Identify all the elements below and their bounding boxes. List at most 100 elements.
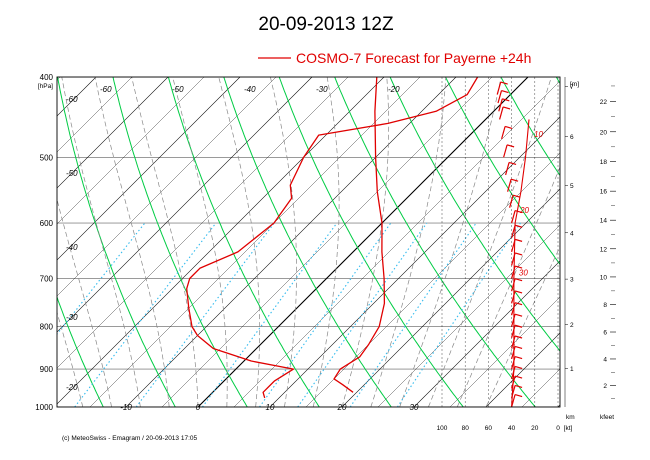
- dewpoint-line: [186, 77, 479, 399]
- wind-barb: [511, 366, 516, 380]
- x-tick-label: -10: [120, 403, 132, 412]
- isotherm: [57, 77, 97, 117]
- isotherm: [57, 77, 349, 369]
- wind-barb-flag: [514, 393, 523, 398]
- isotherm: [161, 77, 493, 407]
- moist-adiabat: [270, 77, 297, 407]
- wind-barb: [511, 313, 516, 327]
- y-tick-label: 800: [40, 323, 54, 332]
- mixing-ratio-line: [297, 222, 428, 407]
- y-tick-label: 700: [40, 275, 54, 284]
- temperature-line: [333, 77, 386, 393]
- wind-barb-flag: [512, 194, 521, 198]
- isotherm: [485, 332, 560, 407]
- height-km-label: 5: [570, 183, 574, 190]
- moist-adiabat: [399, 77, 502, 407]
- wind-barb: [511, 356, 516, 370]
- x-tick-label: 0: [196, 403, 201, 412]
- inner-isotherm-label: -40: [66, 243, 78, 252]
- dry-adiabat: [57, 77, 176, 407]
- wind-barb-flag: [514, 278, 523, 282]
- plot-frame: [56, 76, 561, 408]
- height-km-label: 6: [570, 134, 574, 141]
- isotherm-label: -40: [244, 85, 256, 94]
- wind-barb-flag: [514, 302, 523, 306]
- height-km-label: 1: [570, 366, 574, 373]
- wind-barb: [498, 98, 503, 112]
- wind-barb: [511, 394, 516, 408]
- wind-speed-label: 20: [519, 206, 529, 215]
- mixing-ratio-line: [74, 222, 217, 407]
- mixing-ratio-line: [201, 222, 338, 407]
- wind-barb-flag: [514, 224, 523, 228]
- x-tick-label: 10: [266, 403, 275, 412]
- dry-adiabat: [223, 77, 392, 407]
- wind-barb: [509, 195, 514, 208]
- height-kfeet-label: 4: [603, 356, 607, 363]
- wind-barb-flag: [510, 178, 519, 182]
- wind-speed-label: 30: [519, 268, 528, 277]
- height-km-label: 4: [570, 230, 574, 237]
- isotherm-label: -30: [316, 85, 328, 94]
- wind-barb-flag: [514, 384, 523, 388]
- height-km-unit: km: [566, 414, 575, 421]
- wind-barb-flag: [514, 356, 523, 360]
- moist-adiabat: [57, 311, 84, 407]
- x-tick-label: 30: [410, 403, 419, 412]
- isotherm: [305, 152, 560, 407]
- wind-barb: [507, 179, 512, 192]
- wind-barb: [503, 144, 508, 158]
- wind-barb-flag: [514, 313, 523, 317]
- isotherm-label: -20: [388, 85, 400, 94]
- wind-barb-flag: [514, 290, 523, 294]
- moist-adiabat: [456, 166, 560, 407]
- height-km-label: 7: [570, 84, 574, 91]
- wind-barb-flag: [506, 144, 515, 148]
- height-kfeet-label: 10: [600, 274, 608, 281]
- y-axis-unit: [hPa]: [38, 83, 53, 90]
- wind-speed-tick-label: 40: [508, 425, 516, 432]
- moist-adiabat: [131, 77, 199, 407]
- height-km-label: 2: [570, 322, 574, 329]
- isotherm: [57, 77, 169, 189]
- wind-barb: [511, 335, 516, 349]
- wind-barb: [505, 162, 510, 176]
- isotherm: [521, 368, 560, 407]
- wind-barb: [511, 375, 516, 389]
- height-kfeet-label: 8: [603, 302, 607, 309]
- wind-speed-tick-label: 100: [437, 425, 448, 432]
- moist-adiabat: [341, 77, 390, 407]
- wind-barb: [499, 106, 504, 120]
- isotherm: [413, 260, 560, 407]
- dry-adiabat: [57, 295, 104, 407]
- isotherm: [449, 296, 560, 407]
- wind-speed-tick-label: 0: [556, 425, 560, 432]
- wind-barb-flag: [502, 106, 511, 110]
- mixing-ratio-line: [349, 222, 477, 407]
- mixing-ratio-line: [396, 222, 521, 407]
- wind-barb-flag: [514, 265, 523, 269]
- zero-isotherm: [197, 77, 529, 407]
- wind-barb-flag: [514, 345, 523, 350]
- wind-barb-flag: [514, 324, 523, 328]
- y-tick-label: 1000: [35, 403, 53, 412]
- chart-title: 20-09-2013 12Z: [258, 14, 394, 35]
- dry-adiabat: [0, 77, 31, 407]
- wind-speed-tick-label: 20: [531, 425, 539, 432]
- wind-barb: [511, 302, 516, 316]
- moist-adiabat: [312, 77, 340, 407]
- wind-barb-flag: [514, 209, 523, 214]
- y-tick-label: 900: [40, 365, 54, 374]
- dry-adiabat: [278, 77, 464, 407]
- wind-barb: [511, 290, 516, 304]
- wind-barb: [511, 225, 516, 238]
- footer-credit: (c) MeteoSwiss - Emagram / 20-09-2013 17…: [62, 435, 197, 442]
- isotherm-label: -60: [100, 85, 112, 94]
- isotherm: [269, 116, 560, 407]
- isotherm: [57, 77, 241, 261]
- dry-adiabat: [389, 77, 560, 352]
- isotherm-label: -50: [172, 85, 184, 94]
- wind-speed-label: 10: [534, 130, 543, 139]
- background-grid: [0, 77, 560, 407]
